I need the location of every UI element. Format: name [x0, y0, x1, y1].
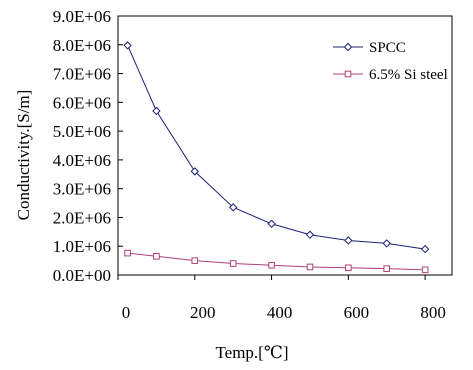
- y-tick-label: 7.0E+06: [53, 65, 111, 84]
- y-tick-label: 5.0E+06: [53, 122, 111, 141]
- data-point: [305, 230, 315, 239]
- y-tick-label: 0.0E+00: [53, 266, 111, 285]
- data-point: [383, 265, 391, 272]
- data-point: [123, 41, 132, 50]
- legend-label: SPCC: [369, 40, 406, 56]
- data-point: [153, 252, 160, 260]
- y-tick-label: 2.0E+06: [53, 208, 111, 227]
- data-point: [382, 239, 391, 248]
- y-tick-label: 3.0E+06: [53, 180, 111, 199]
- series-layer: [123, 41, 430, 274]
- y-axis-ticks: 0.0E+00 1.0E+06 2.0E+06 3.0E+06 4.0E+06 5.0E+…: [53, 7, 123, 285]
- data-point: [267, 219, 276, 228]
- series-line: [127, 252, 426, 271]
- legend-marker: [343, 42, 353, 52]
- x-tick-label: 0: [122, 303, 131, 322]
- x-tick-label: 400: [267, 303, 293, 322]
- series-si-steel: [124, 249, 429, 274]
- plot-border: [117, 15, 453, 276]
- data-point: [152, 106, 161, 116]
- y-tick-label: 1.0E+06: [53, 237, 111, 256]
- data-point: [228, 203, 238, 212]
- y-axis-title: Conductivity.[S/m]: [14, 90, 33, 221]
- data-point: [191, 257, 199, 264]
- legend-item: 6.5% Si steel: [333, 67, 448, 83]
- x-axis-ticks: 0 200 400 600 800: [117, 275, 446, 322]
- data-point: [229, 260, 237, 267]
- x-tick-label: 800: [420, 303, 446, 322]
- data-point: [420, 244, 430, 254]
- data-point: [306, 263, 314, 271]
- data-point: [124, 249, 131, 257]
- data-point: [268, 261, 275, 269]
- x-tick-label: 200: [190, 303, 216, 322]
- y-tick-label: 4.0E+06: [53, 151, 111, 170]
- legend-item: SPCC: [333, 40, 406, 56]
- data-point: [421, 266, 429, 274]
- data-point: [345, 264, 352, 272]
- data-point: [190, 167, 199, 176]
- y-tick-label: 8.0E+06: [53, 36, 111, 55]
- y-tick-label: 9.0E+06: [53, 7, 111, 26]
- legend-marker: [344, 70, 352, 78]
- x-axis-title: Temp.[℃]: [215, 343, 288, 362]
- data-point: [344, 236, 353, 245]
- y-tick-label: 6.0E+06: [53, 93, 111, 112]
- series-spcc: [123, 41, 430, 254]
- x-tick-label: 600: [344, 303, 370, 322]
- legend: SPCC 6.5% Si steel: [333, 40, 448, 83]
- legend-label: 6.5% Si steel: [369, 67, 448, 83]
- plot-frame: [117, 15, 453, 276]
